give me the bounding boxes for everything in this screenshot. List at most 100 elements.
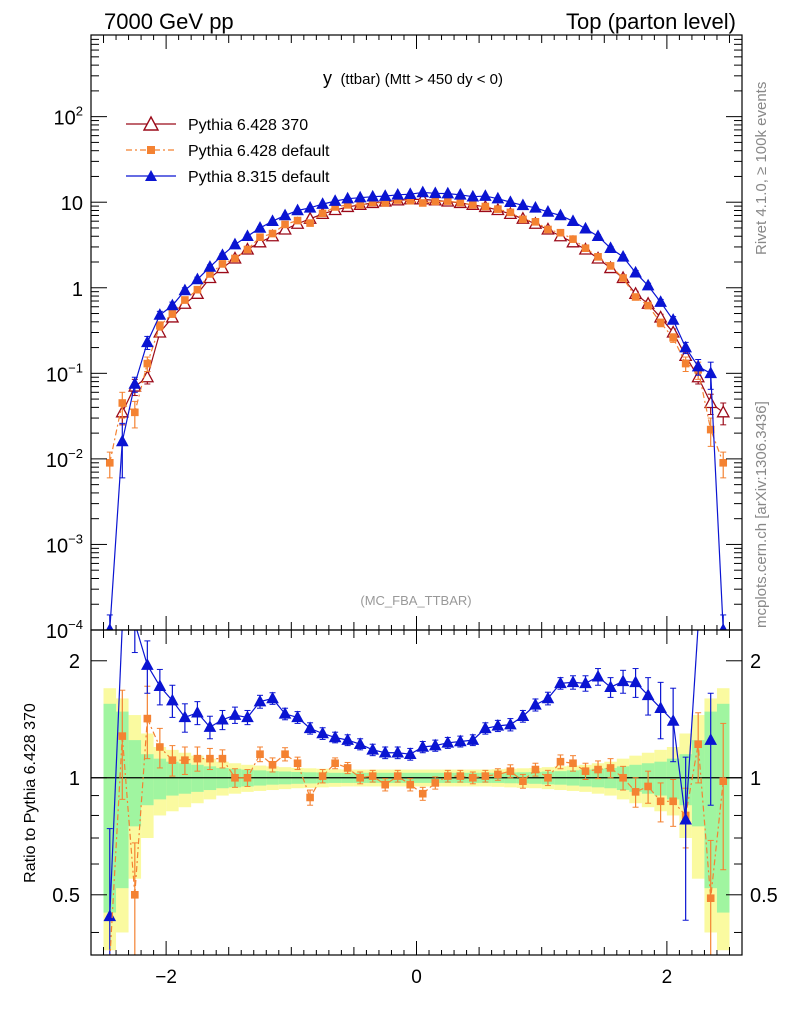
ratio-p8-default-point	[491, 719, 505, 731]
series-p6-default-point	[381, 199, 390, 207]
ratio-p6-default-point	[368, 772, 377, 780]
ratio-p6-default-point	[131, 890, 139, 899]
y-tick-label: 10−2	[46, 446, 83, 472]
ratio-p8-default-offscale-line	[122, 623, 135, 625]
series-p8-default-point	[441, 186, 455, 199]
series-p8-default-point	[278, 208, 292, 221]
ratio-p8-default-point	[278, 707, 292, 719]
series-p8-default-point	[691, 359, 705, 372]
series-p8-default-point	[253, 221, 267, 233]
series-p8-default-point	[366, 189, 380, 202]
process-label: Top (parton level)	[566, 9, 736, 34]
series-p6-default-point	[181, 296, 189, 304]
ratio-p6-default-point	[443, 772, 452, 780]
series-p8-default-point	[203, 260, 217, 272]
series-p6-default-point	[268, 229, 277, 238]
ratio-p8-default-point	[291, 710, 304, 723]
ratio-p6-default-point	[418, 789, 427, 798]
ratio-p8-default-offscale-line	[685, 630, 699, 820]
ratio-p6-default-point	[156, 743, 164, 751]
series-p6-default-point	[681, 359, 690, 368]
series-p6-default-point	[218, 260, 227, 268]
y-tick-label: 10−3	[46, 531, 83, 557]
series-p6-default-point	[706, 425, 715, 434]
series-p8-default-point	[666, 313, 680, 325]
energy-label: 7000 GeV pp	[104, 9, 234, 34]
ratio-p6-default-point	[694, 740, 702, 749]
ratio-p8-default-point	[130, 618, 140, 628]
ratio-p8-default-point	[266, 691, 279, 704]
ratio-y-tick-label-right: 0.5	[750, 885, 778, 907]
series-p6-default-point	[431, 197, 440, 206]
ratio-p6-default-point	[556, 757, 565, 766]
series-p8-default-point	[128, 377, 142, 389]
ratio-p6-default-point	[569, 759, 577, 768]
main-plot-area	[105, 185, 731, 630]
series-p6-default-point	[506, 208, 515, 217]
series-p8-default-point	[166, 298, 179, 311]
band-inner-bin	[103, 703, 117, 913]
ratio-p6-default-point	[243, 773, 252, 782]
series-p8-default-point	[529, 200, 542, 213]
ratio-y-tick-label-left: 1	[69, 768, 80, 790]
series-p8-default-point	[541, 205, 555, 217]
series-p6-default-point	[519, 215, 527, 224]
data-layer: −2 0 2 10−4 10−3 10−2 10−1 1 10 102 0.5 0.5 1 1 2 2	[46, 34, 778, 988]
ratio-p8-default-point	[141, 658, 154, 670]
ratio-p6-default-point	[606, 764, 615, 772]
series-p8-default-point	[579, 221, 592, 234]
series-p8-default-point	[341, 191, 354, 204]
series-p8-default-point	[328, 194, 342, 206]
plot-title: y (ttbar) (Mtt > 450 dy < 0)	[323, 68, 503, 88]
series-p6-default-point	[594, 253, 602, 261]
band-inner-bin	[116, 711, 129, 889]
ratio-p6-default-point	[544, 773, 552, 782]
ratio-p6-default-point	[719, 777, 728, 785]
ratio-p6-default-point	[581, 767, 590, 775]
series-p6-default-point	[556, 228, 565, 237]
ratio-p6-default-point	[381, 780, 390, 789]
ratio-p8-default-point	[353, 737, 367, 749]
series-p8-default-point	[428, 186, 442, 199]
series-p6-370-line	[121, 198, 724, 413]
ratio-p6-default-point	[519, 777, 527, 785]
series-p6-default-point	[619, 274, 627, 282]
title-main: y	[323, 68, 332, 88]
series-p8-default-point	[479, 189, 492, 201]
series-p8-default-point	[416, 185, 430, 198]
ratio-p8-default-point	[328, 730, 342, 743]
band-inner-bin	[128, 740, 142, 827]
ratio-p6-default-offscale-line	[109, 736, 123, 955]
ratio-p8-default-point	[704, 733, 718, 745]
rivet-label: Rivet 4.1.0, ≥ 100k events	[753, 82, 770, 255]
series-p8-default-point	[216, 248, 229, 261]
series-p8-default-point	[141, 335, 154, 348]
mcplots-label: mcplots.cern.ch [arXiv:1306.3436]	[753, 401, 770, 628]
series-p6-default-point	[281, 220, 289, 229]
series-p6-default-line	[109, 199, 724, 464]
series-p8-default-point	[378, 189, 392, 201]
band-inner-bin	[654, 761, 667, 796]
title-rest: (ttbar) (Mtt > 450 dy < 0)	[340, 71, 503, 88]
series-p6-default-point	[231, 254, 239, 263]
ratio-p6-default-point	[143, 714, 152, 723]
series-p6-370-point	[716, 404, 731, 418]
ratio-p8-default-point	[466, 733, 480, 745]
ratio-p8-default-point	[441, 735, 455, 748]
ratio-p6-default-point	[669, 797, 677, 806]
series-p6-default-point	[306, 219, 314, 227]
series-p8-default-point	[704, 366, 718, 379]
ratio-p6-default-point	[306, 793, 314, 802]
ratio-p6-default-point	[218, 754, 227, 763]
ratio-p8-default-point	[428, 738, 442, 751]
series-p6-default-point	[456, 198, 465, 207]
series-p8-default-point	[178, 283, 192, 296]
series-p8-default-point	[191, 272, 204, 285]
y-tick-label: 10−1	[46, 360, 83, 386]
legend-marker-p6-default	[147, 146, 155, 154]
ratio-p8-default-point	[516, 709, 530, 722]
ratio-p8-default-point	[366, 742, 380, 755]
ratio-p6-default-point	[193, 754, 202, 763]
series-p6-default-point	[206, 270, 214, 278]
